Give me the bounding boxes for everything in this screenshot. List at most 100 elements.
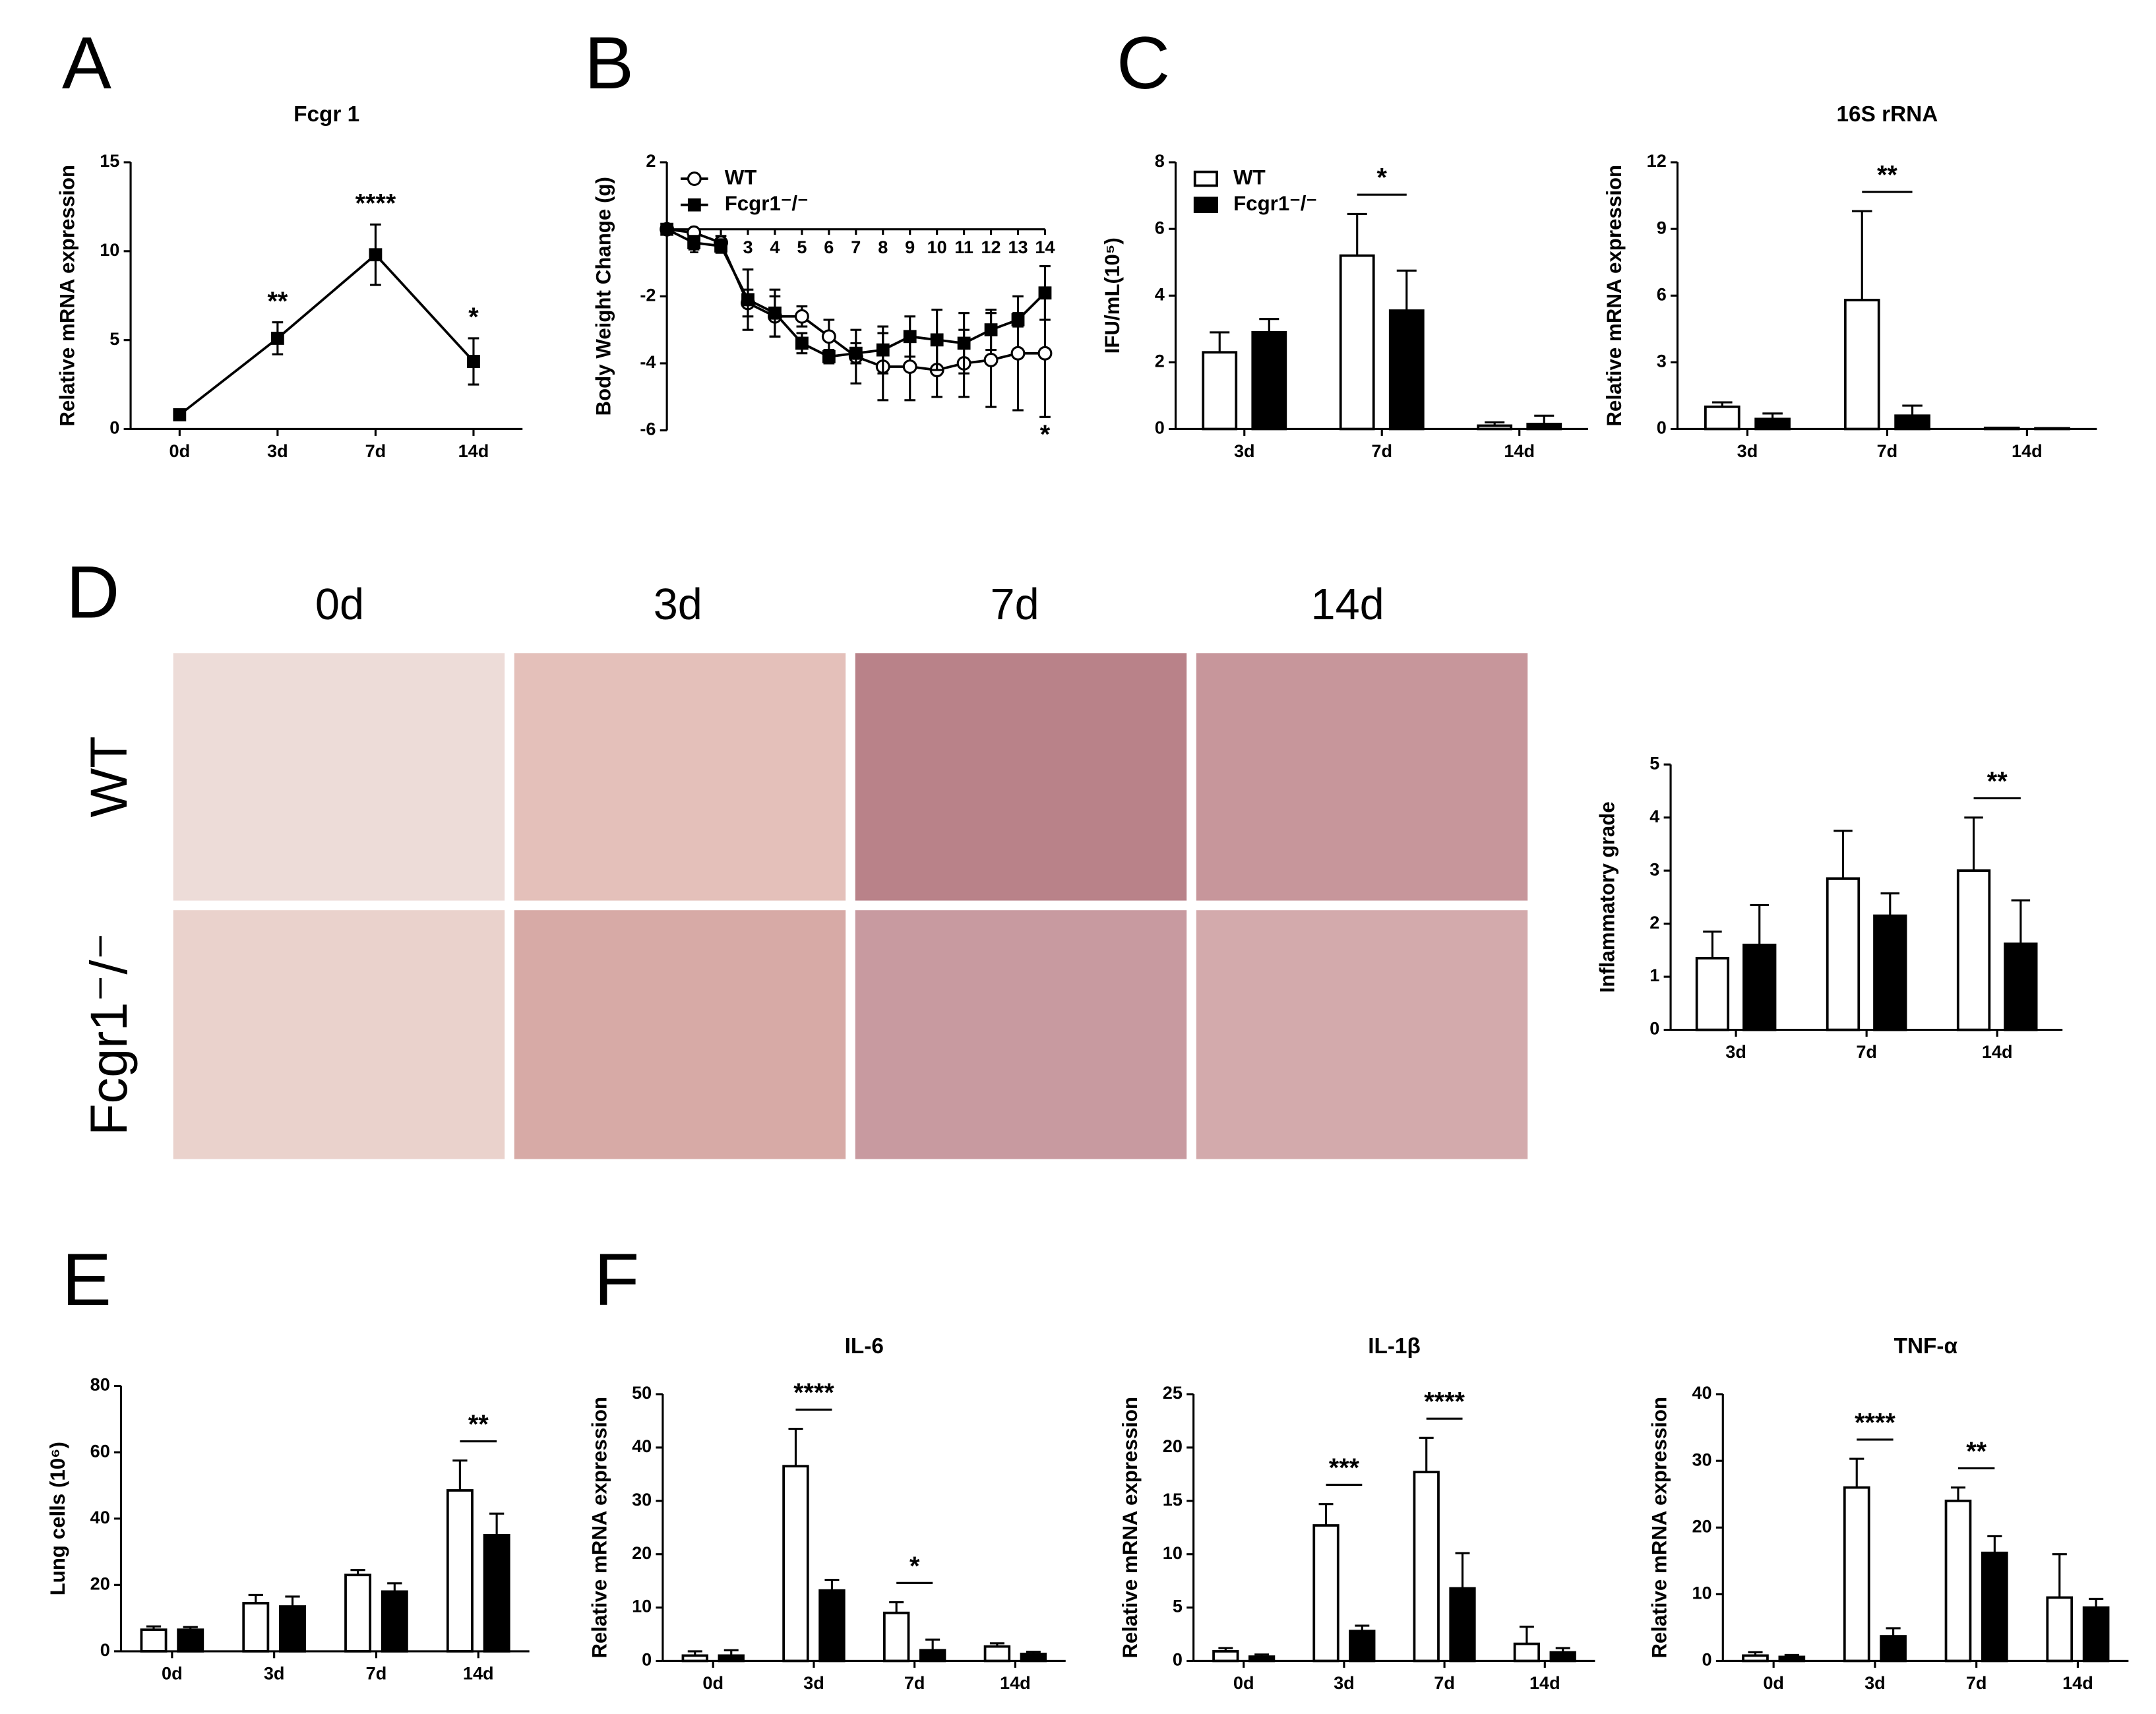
point xyxy=(1038,286,1052,300)
significance: ** xyxy=(267,287,288,316)
x-tick-label: 13 xyxy=(1008,237,1028,257)
bar xyxy=(344,1574,372,1653)
point xyxy=(794,309,809,324)
bar xyxy=(1873,914,1907,1031)
panel-label: E xyxy=(62,1238,111,1321)
y-tick-label: 0 xyxy=(1155,417,1165,438)
x-tick-label: 0d xyxy=(162,1663,183,1683)
y-axis-label: Relative mRNA expression xyxy=(1119,1397,1142,1659)
histology-image xyxy=(1196,910,1528,1159)
error-bar xyxy=(2089,1597,2104,1608)
bar xyxy=(1388,309,1425,431)
y-tick-label: 0 xyxy=(109,417,119,438)
x-tick-label: 3d xyxy=(1864,1672,1886,1693)
bar xyxy=(681,1654,708,1663)
y-tick-label: 6 xyxy=(1657,284,1667,304)
error-bar xyxy=(824,1578,840,1591)
bar xyxy=(2046,1596,2074,1663)
bar xyxy=(1843,1486,1870,1663)
x-tick-label: 3d xyxy=(267,441,288,461)
error-bar xyxy=(2011,899,2031,944)
bar xyxy=(1704,405,1740,431)
bar xyxy=(1526,423,1562,431)
point xyxy=(768,306,782,320)
x-tick-label: 3d xyxy=(1234,441,1255,461)
x-tick-label: 3d xyxy=(1737,441,1758,461)
bar xyxy=(140,1628,168,1653)
bar xyxy=(1413,1471,1440,1663)
point xyxy=(1010,346,1026,361)
error-bar xyxy=(1396,269,1417,311)
y-tick-label: 3 xyxy=(1649,859,1659,879)
error-bar xyxy=(285,1595,300,1607)
bar xyxy=(1248,1655,1276,1663)
bar xyxy=(1843,299,1880,431)
bar xyxy=(279,1605,306,1653)
y-tick-label: 5 xyxy=(109,328,119,349)
y-tick-label: 2 xyxy=(1155,351,1165,371)
y-tick-label: 40 xyxy=(632,1436,652,1456)
error-bar xyxy=(1519,1626,1534,1644)
x-tick-label: 7d xyxy=(1856,1041,1877,1062)
error-bar xyxy=(1750,903,1769,945)
x-tick-label: 11 xyxy=(954,237,973,257)
error-bar xyxy=(788,1428,803,1467)
point xyxy=(1037,346,1053,361)
y-tick-label: 0 xyxy=(1173,1649,1183,1670)
y-tick-label: 5 xyxy=(1173,1596,1183,1616)
bar xyxy=(1449,1587,1476,1663)
x-tick-label: 7d xyxy=(1877,441,1898,461)
panel-label: B xyxy=(584,21,634,104)
y-tick-label: 20 xyxy=(90,1573,110,1593)
error-bar xyxy=(925,1638,940,1651)
bar xyxy=(1477,424,1513,431)
bar xyxy=(1549,1651,1576,1663)
significance: * xyxy=(468,303,479,332)
point xyxy=(983,352,999,367)
error-bar xyxy=(2052,1553,2067,1598)
bar xyxy=(1983,426,2020,431)
y-tick-label: 0 xyxy=(1657,417,1667,438)
bar xyxy=(1349,1630,1376,1663)
point xyxy=(714,239,727,253)
bar xyxy=(483,1533,510,1653)
x-tick-label: 6 xyxy=(824,237,834,257)
x-tick-label: 14d xyxy=(1529,1672,1560,1693)
y-tick-label: 0 xyxy=(1649,1018,1659,1039)
significance: ** xyxy=(1966,1437,1987,1466)
histology-image xyxy=(855,910,1187,1159)
y-tick-label: 40 xyxy=(1692,1382,1711,1403)
y-axis-label: Relative mRNA expression xyxy=(1648,1397,1671,1659)
point xyxy=(741,293,755,307)
error-bar xyxy=(1950,1486,1966,1501)
y-axis-label: Body Weight Change (g) xyxy=(592,177,615,415)
bar xyxy=(718,1654,745,1663)
x-tick-label: 14 xyxy=(1035,237,1055,257)
x-tick-label: 3d xyxy=(1334,1672,1355,1693)
bar xyxy=(1778,1655,1806,1663)
panel-label: D xyxy=(66,551,119,634)
error-bar xyxy=(889,1601,904,1613)
legend-swatch xyxy=(1193,170,1218,187)
error-bar xyxy=(248,1593,263,1603)
y-tick-label: 20 xyxy=(632,1543,652,1563)
point xyxy=(822,350,836,363)
y-tick-label: 25 xyxy=(1163,1382,1183,1403)
x-tick-label: 3d xyxy=(264,1663,285,1683)
panel-label: F xyxy=(594,1238,640,1321)
y-tick-label: 9 xyxy=(1657,217,1667,237)
point xyxy=(270,332,284,345)
bar xyxy=(177,1628,204,1653)
bar xyxy=(1826,877,1861,1031)
y-tick-label: 10 xyxy=(1692,1583,1711,1603)
bar xyxy=(1981,1551,2008,1663)
point xyxy=(687,236,700,249)
bar xyxy=(1202,351,1238,431)
x-tick-label: 14d xyxy=(458,441,489,461)
significance: * xyxy=(909,1552,920,1581)
chart-title: IL-6 xyxy=(845,1334,884,1359)
error-bar xyxy=(452,1459,468,1490)
error-bar xyxy=(1534,414,1555,424)
histology-image xyxy=(514,653,846,901)
histology-image xyxy=(173,653,505,901)
